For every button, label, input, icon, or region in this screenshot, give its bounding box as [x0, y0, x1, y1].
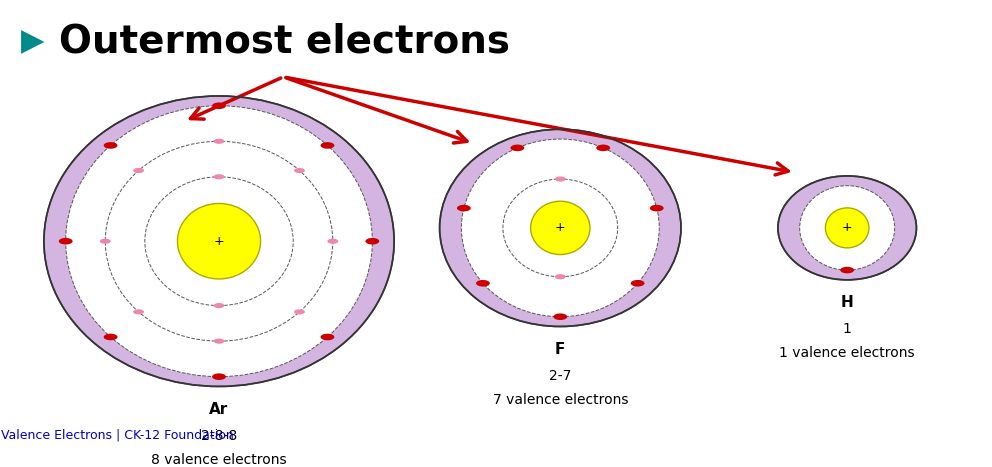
Ellipse shape	[213, 139, 224, 144]
Ellipse shape	[133, 309, 144, 314]
Ellipse shape	[320, 334, 334, 340]
Text: F: F	[556, 342, 565, 357]
Text: 1 valence electrons: 1 valence electrons	[780, 347, 915, 361]
Ellipse shape	[44, 96, 394, 386]
Ellipse shape	[133, 168, 144, 173]
Text: 7 valence electrons: 7 valence electrons	[493, 393, 628, 407]
Ellipse shape	[554, 313, 567, 320]
Ellipse shape	[778, 176, 917, 280]
Ellipse shape	[294, 168, 305, 173]
Ellipse shape	[213, 339, 224, 344]
Ellipse shape	[457, 205, 471, 212]
Ellipse shape	[65, 106, 372, 377]
Ellipse shape	[476, 280, 490, 287]
Ellipse shape	[212, 102, 226, 109]
Ellipse shape	[631, 280, 645, 287]
Ellipse shape	[327, 239, 338, 244]
Ellipse shape	[104, 334, 117, 340]
Text: Outermost electrons: Outermost electrons	[59, 22, 510, 60]
Text: Valence Electrons | CK-12 Foundation: Valence Electrons | CK-12 Foundation	[1, 428, 234, 441]
Ellipse shape	[178, 204, 261, 279]
Ellipse shape	[461, 139, 660, 317]
Ellipse shape	[294, 309, 305, 314]
Text: +: +	[555, 221, 565, 234]
Ellipse shape	[59, 238, 72, 245]
Ellipse shape	[531, 201, 590, 255]
Text: +: +	[213, 235, 224, 248]
Text: Ar: Ar	[209, 402, 228, 417]
Ellipse shape	[650, 205, 664, 212]
Ellipse shape	[840, 267, 854, 273]
Ellipse shape	[596, 145, 610, 151]
Ellipse shape	[365, 238, 379, 245]
Text: 2-8-8: 2-8-8	[201, 429, 237, 443]
Ellipse shape	[320, 142, 334, 149]
Text: 2-7: 2-7	[550, 368, 571, 382]
Ellipse shape	[104, 142, 117, 149]
Text: 1: 1	[843, 322, 851, 336]
Ellipse shape	[511, 145, 525, 151]
Text: 8 valence electrons: 8 valence electrons	[151, 453, 287, 467]
Ellipse shape	[439, 129, 681, 326]
Text: ▶: ▶	[21, 27, 45, 56]
Ellipse shape	[213, 303, 224, 308]
Ellipse shape	[100, 239, 111, 244]
Ellipse shape	[825, 208, 869, 248]
Ellipse shape	[213, 174, 224, 179]
Ellipse shape	[555, 177, 565, 182]
Text: H: H	[841, 296, 853, 311]
Ellipse shape	[800, 186, 895, 270]
Text: +: +	[842, 221, 852, 234]
Ellipse shape	[555, 274, 565, 279]
Ellipse shape	[212, 373, 226, 380]
